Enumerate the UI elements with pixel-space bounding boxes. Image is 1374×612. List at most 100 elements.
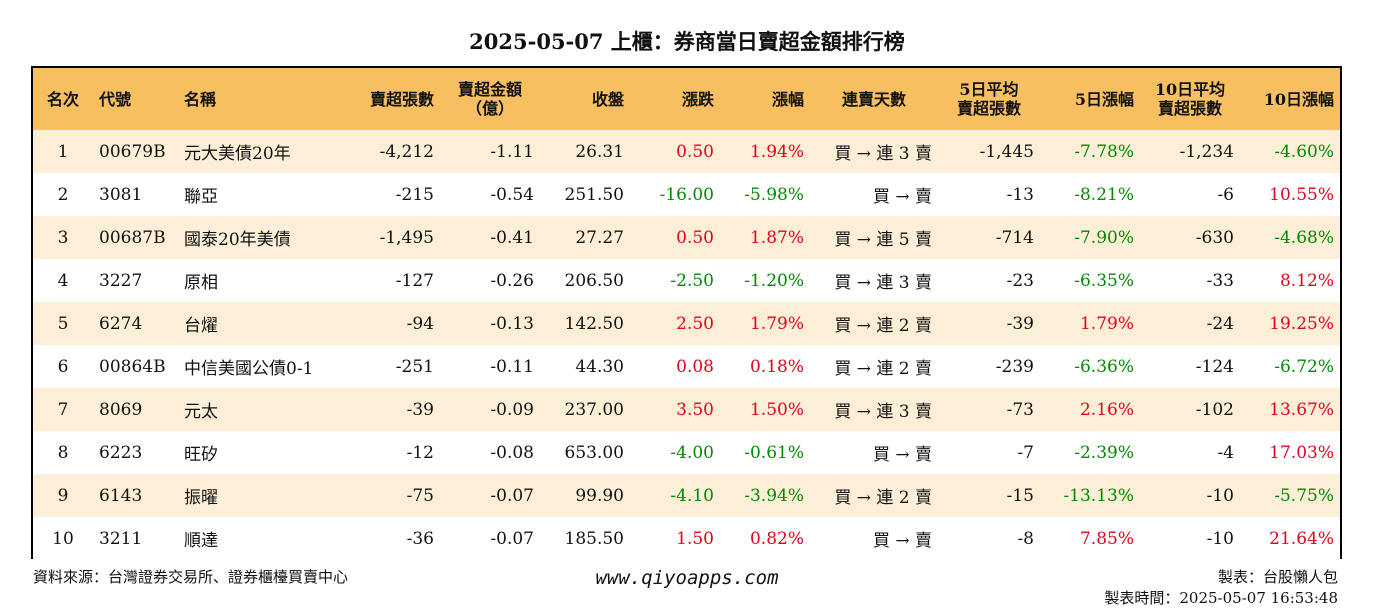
cell-sell-shares: -127 bbox=[395, 270, 434, 291]
cell-pct5: -6.35% bbox=[1074, 270, 1134, 291]
cell-change-pct: -1.20% bbox=[744, 270, 804, 291]
header-avg5: 5日平均 賣超張數 bbox=[938, 68, 1040, 130]
cell-sell-amount: -0.11 bbox=[490, 356, 534, 377]
cell-avg5: -23 bbox=[1006, 270, 1034, 291]
cell-avg10: -10 bbox=[1206, 528, 1234, 549]
cell-pct5: 7.85% bbox=[1079, 528, 1134, 549]
cell-change-pct: 1.50% bbox=[749, 399, 804, 420]
table-row: 2 3081 聯亞 -215 -0.54 251.50 -16.00 -5.98% 買 → 賣 -… bbox=[33, 173, 1340, 216]
cell-pct5: -7.78% bbox=[1074, 141, 1134, 162]
header-code: 代號 bbox=[99, 89, 132, 109]
cell-avg5: -15 bbox=[1006, 485, 1034, 506]
cell-name: 聯亞 bbox=[184, 187, 218, 207]
cell-code: 6143 bbox=[99, 485, 143, 506]
cell-avg5: -1,445 bbox=[979, 141, 1034, 162]
cell-close: 653.00 bbox=[564, 442, 624, 463]
cell-pct10: 10.55% bbox=[1269, 184, 1334, 205]
header-name: 名稱 bbox=[184, 89, 217, 109]
cell-pct5: 1.79% bbox=[1079, 313, 1134, 334]
cell-sell-amount: -0.07 bbox=[490, 528, 534, 549]
cell-streak: 買 → 連 5 賣 bbox=[834, 230, 932, 250]
cell-change: 3.50 bbox=[676, 399, 714, 420]
cell-close: 44.30 bbox=[575, 356, 624, 377]
header-avg10-line2: 賣超張數 bbox=[1157, 99, 1222, 118]
cell-change-pct: 0.18% bbox=[749, 356, 804, 377]
cell-code: 3081 bbox=[99, 184, 143, 205]
cell-change: -2.50 bbox=[670, 270, 714, 291]
table-row: 4 3227 原相 -127 -0.26 206.50 -2.50 -1.20% 買 → 連 3… bbox=[33, 259, 1340, 302]
cell-change: 0.50 bbox=[676, 227, 714, 248]
header-sell-amount: 賣超金額 （億） bbox=[440, 68, 540, 130]
cell-avg10: -24 bbox=[1206, 313, 1234, 334]
cell-change: -4.00 bbox=[670, 442, 714, 463]
cell-avg10: -630 bbox=[1195, 227, 1234, 248]
cell-code: 6223 bbox=[99, 442, 143, 463]
cell-code: 00864B bbox=[99, 356, 166, 377]
cell-streak: 買 → 連 3 賣 bbox=[834, 273, 932, 293]
header-pct10: 10日漲幅 bbox=[1263, 89, 1334, 109]
header-change: 漲跌 bbox=[681, 89, 714, 109]
cell-rank: 8 bbox=[57, 442, 69, 463]
table-row: 10 3211 順達 -36 -0.07 185.50 1.50 0.82% 買 → 賣 -8 7.… bbox=[33, 517, 1340, 560]
header-pct5: 5日漲幅 bbox=[1074, 89, 1134, 109]
table-row: 9 6143 振曜 -75 -0.07 99.90 -4.10 -3.94% 買 → 連 2 賣… bbox=[33, 474, 1340, 517]
cell-pct5: -7.90% bbox=[1074, 227, 1134, 248]
cell-name: 元太 bbox=[184, 402, 218, 422]
table-body: 1 00679B 元大美債20年 -4,212 -1.11 26.31 0.50 1.94% 買… bbox=[33, 130, 1340, 560]
cell-avg10: -124 bbox=[1195, 356, 1234, 377]
cell-change-pct: -5.98% bbox=[744, 184, 804, 205]
cell-rank: 3 bbox=[57, 227, 69, 248]
cell-sell-amount: -0.13 bbox=[490, 313, 534, 334]
cell-streak: 買 → 賣 bbox=[872, 445, 932, 465]
generated-time: 製表時間：2025-05-07 16:53:48 bbox=[1104, 589, 1338, 607]
cell-sell-shares: -4,212 bbox=[379, 141, 434, 162]
table-row: 8 6223 旺矽 -12 -0.08 653.00 -4.00 -0.61% 買 → 賣 -7 -… bbox=[33, 431, 1340, 474]
cell-rank: 7 bbox=[57, 399, 69, 420]
cell-sell-shares: -1,495 bbox=[379, 227, 434, 248]
cell-close: 142.50 bbox=[564, 313, 624, 334]
cell-avg10: -10 bbox=[1206, 485, 1234, 506]
cell-code: 8069 bbox=[99, 399, 143, 420]
ranking-table: 名次 代號 名稱 賣超張數 賣超金額 （億） 收盤 漲跌 漲幅 連賣天數 5日平… bbox=[31, 66, 1342, 560]
cell-avg5: -239 bbox=[995, 356, 1034, 377]
cell-pct10: -5.75% bbox=[1274, 485, 1334, 506]
header-avg5-line1: 5日平均 bbox=[959, 80, 1019, 99]
cell-pct10: 21.64% bbox=[1269, 528, 1334, 549]
table-row: 6 00864B 中信美國公債0-1 -251 -0.11 44.30 0.08 0.18% 買… bbox=[33, 345, 1340, 388]
cell-change: 2.50 bbox=[676, 313, 714, 334]
cell-avg5: -714 bbox=[995, 227, 1034, 248]
cell-close: 99.90 bbox=[575, 485, 624, 506]
cell-change: 1.50 bbox=[676, 528, 714, 549]
cell-code: 00687B bbox=[99, 227, 166, 248]
cell-rank: 6 bbox=[57, 356, 69, 377]
cell-close: 26.31 bbox=[575, 141, 624, 162]
cell-rank: 10 bbox=[52, 528, 74, 549]
cell-sell-amount: -1.11 bbox=[490, 141, 534, 162]
cell-name: 中信美國公債0-1 bbox=[184, 359, 314, 379]
cell-code: 3211 bbox=[99, 528, 143, 549]
website-link[interactable]: www.qiyoapps.com bbox=[595, 567, 779, 589]
cell-pct5: 2.16% bbox=[1079, 399, 1134, 420]
cell-streak: 買 → 賣 bbox=[872, 187, 932, 207]
header-change-pct: 漲幅 bbox=[771, 89, 804, 109]
cell-name: 順達 bbox=[184, 531, 218, 551]
cell-pct10: 19.25% bbox=[1269, 313, 1334, 334]
cell-sell-amount: -0.41 bbox=[490, 227, 534, 248]
cell-code: 6274 bbox=[99, 313, 143, 334]
cell-avg10: -1,234 bbox=[1179, 141, 1234, 162]
cell-pct10: 17.03% bbox=[1269, 442, 1334, 463]
cell-avg5: -39 bbox=[1006, 313, 1034, 334]
cell-streak: 買 → 連 2 賣 bbox=[834, 316, 932, 336]
cell-close: 251.50 bbox=[564, 184, 624, 205]
maker-credit: 製表：台股懶人包 bbox=[1217, 568, 1338, 586]
cell-sell-shares: -12 bbox=[406, 442, 434, 463]
cell-sell-amount: -0.07 bbox=[490, 485, 534, 506]
table-row: 5 6274 台燿 -94 -0.13 142.50 2.50 1.79% 買 → 連 2 賣 -… bbox=[33, 302, 1340, 345]
cell-pct5: -6.36% bbox=[1074, 356, 1134, 377]
cell-change-pct: 1.94% bbox=[749, 141, 804, 162]
cell-sell-amount: -0.09 bbox=[490, 399, 534, 420]
table-row: 3 00687B 國泰20年美債 -1,495 -0.41 27.27 0.50 1.87% 買… bbox=[33, 216, 1340, 259]
cell-avg10: -33 bbox=[1206, 270, 1234, 291]
cell-rank: 2 bbox=[57, 184, 69, 205]
cell-pct10: -6.72% bbox=[1274, 356, 1334, 377]
